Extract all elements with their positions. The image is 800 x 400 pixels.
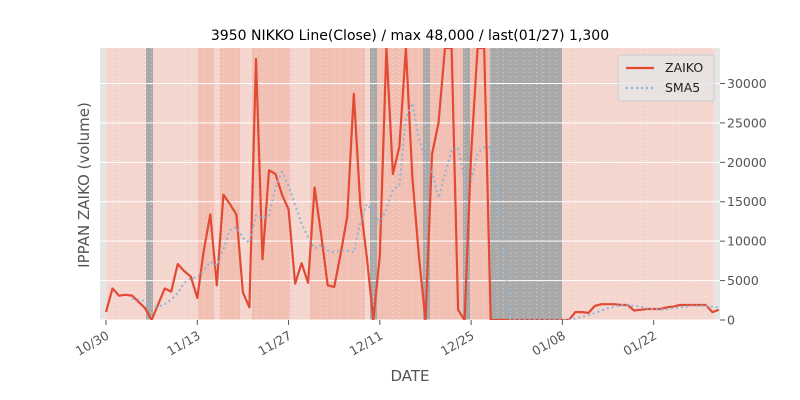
background-band: [423, 48, 430, 320]
x-tick-label: 10/30: [73, 328, 112, 359]
x-tick-label: 11/27: [255, 328, 294, 359]
y-tick-label: 30000: [727, 76, 767, 91]
background-band: [106, 48, 146, 320]
background-band: [490, 48, 562, 320]
background-band: [146, 48, 153, 320]
y-tick-label: 20000: [727, 155, 767, 170]
x-tick-label: 01/08: [529, 328, 568, 359]
x-axis-label: DATE: [390, 367, 429, 385]
chart-title: 3950 NIKKO Line(Close) / max 48,000 / la…: [211, 28, 609, 44]
y-tick-label: 0: [727, 313, 735, 328]
x-axis: 10/30 11/13 11/27 12/11 12/25 01/08 01/22: [73, 320, 659, 359]
x-tick-label: 01/22: [620, 328, 659, 359]
background-band: [252, 48, 290, 320]
y-tick-label: 15000: [727, 194, 767, 209]
x-tick-label: 12/11: [347, 328, 386, 359]
background-band: [198, 48, 214, 320]
legend-sma5-label: SMA5: [665, 80, 700, 95]
y-axis-label: IPPAN ZAIKO (volume): [75, 102, 93, 268]
series-line-sma5: [131, 102, 720, 320]
y-tick-label: 5000: [727, 273, 759, 288]
background-band: [365, 48, 370, 320]
series-line-zaiko: [104, 48, 720, 320]
x-tick-label: 11/13: [164, 328, 203, 359]
x-tick-label: 12/25: [438, 328, 477, 359]
background-band: [310, 48, 365, 320]
y-axis: 0 5000 10000 15000 20000 25000 30000: [720, 76, 767, 328]
legend-box: [617, 54, 715, 102]
legend-zaiko-label: ZAIKO: [665, 60, 703, 75]
plot-area: [100, 48, 726, 321]
series-layer: [104, 48, 720, 320]
legend: ZAIKO SMA5: [617, 54, 715, 102]
y-tick-label: 10000: [727, 234, 767, 249]
background-band: [463, 48, 470, 320]
y-tick-label: 25000: [727, 115, 767, 130]
